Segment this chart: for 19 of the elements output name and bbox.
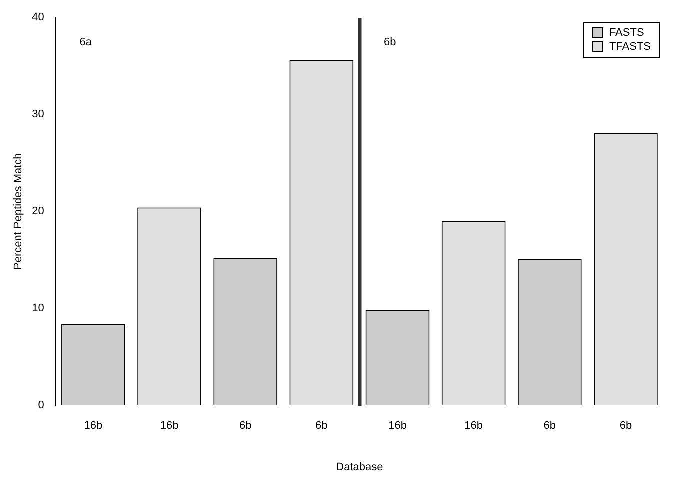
x-tick-label: 16b: [160, 420, 179, 432]
x-axis-title: Database: [336, 461, 384, 474]
legend-label: FASTS: [609, 26, 644, 40]
x-tick-label: 6b: [239, 420, 252, 432]
y-tick-label: 0: [38, 400, 44, 412]
annotation: 6a: [80, 36, 93, 49]
x-tick-label: 16b: [464, 420, 484, 432]
x-tick-label: 6b: [544, 420, 556, 432]
y-tick-label: 20: [32, 206, 44, 218]
x-tick-label: 16b: [388, 420, 407, 432]
legend-label: TFASTS: [609, 40, 651, 54]
x-tick-label: 6b: [620, 420, 632, 432]
annotation: 6b: [384, 36, 396, 49]
x-tick-label: 6b: [316, 420, 328, 432]
x-tick-label: 16b: [84, 420, 103, 432]
y-axis-title: Percent Peptides Match: [12, 153, 25, 270]
y-tick-label: 10: [32, 302, 44, 315]
y-tick-label: 40: [32, 12, 44, 24]
y-tick-label: 30: [32, 108, 44, 121]
